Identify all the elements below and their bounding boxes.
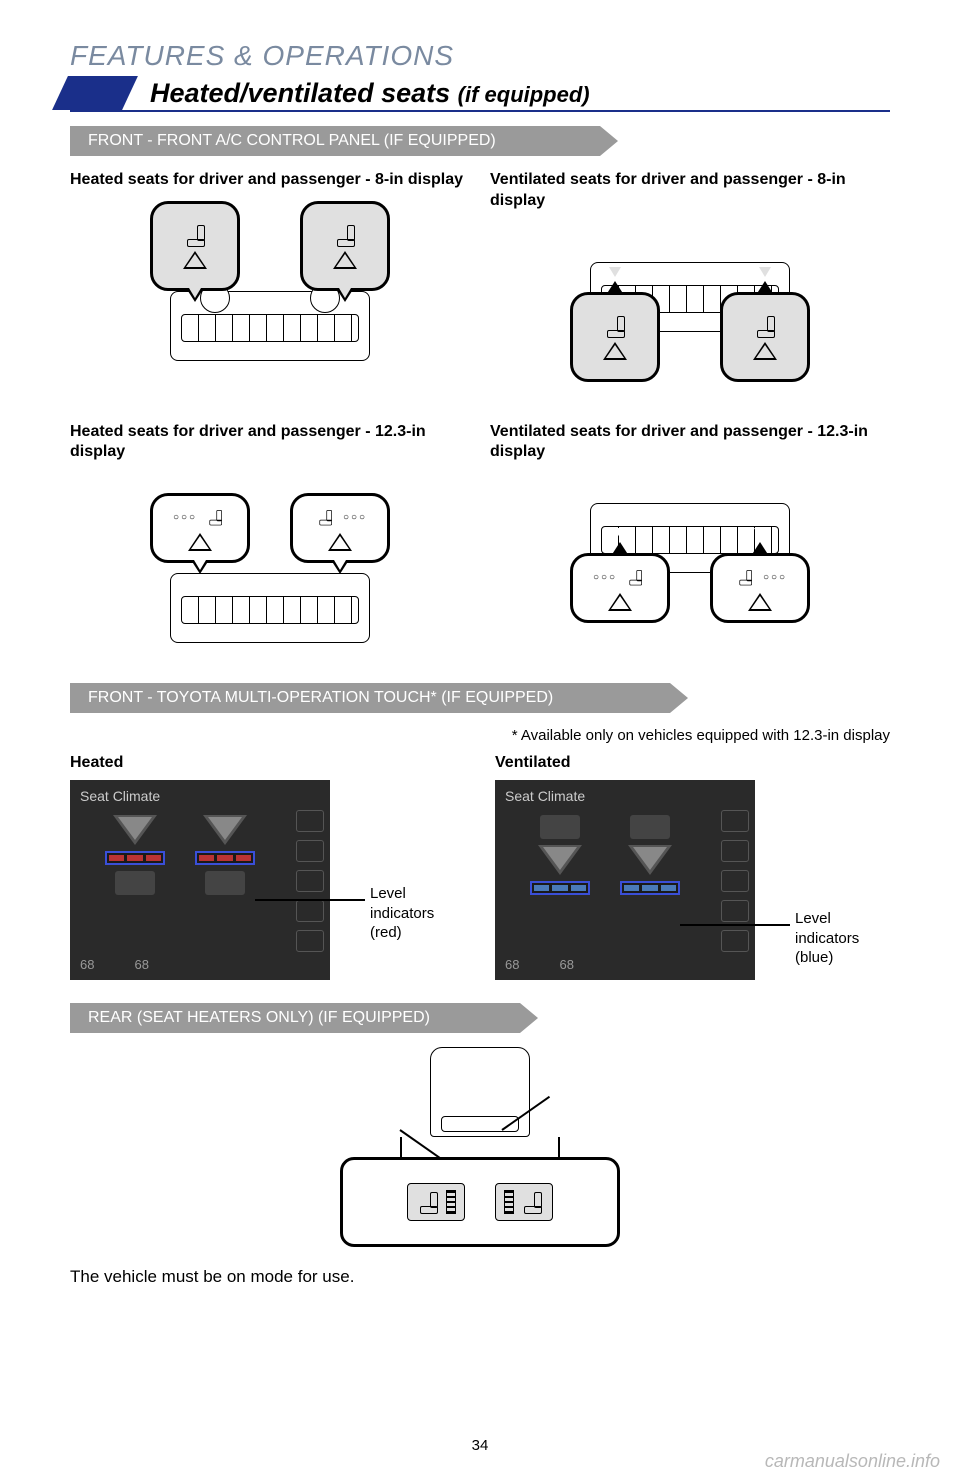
level-bars-icon (446, 1190, 456, 1214)
rear-callout (340, 1157, 620, 1247)
vent-seat-icon (737, 569, 754, 586)
ribbon-multi-touch: FRONT - TOYOTA MULTI-OPERATION TOUCH* (I… (70, 683, 890, 713)
label-level-red: Level indicators (red) (370, 884, 465, 943)
title-accent-shape (52, 76, 138, 110)
vent-seat-icon (753, 314, 777, 338)
chevron-down-icon (113, 815, 157, 845)
callout-vent-right (720, 292, 810, 382)
heated-seat-icon (317, 509, 334, 526)
rear-heater-left-button (407, 1183, 465, 1221)
caption-vent-8: Ventilated seats for driver and passenge… (490, 170, 890, 212)
rear-armrest-icon (430, 1047, 530, 1137)
callout-vent12-left: ○○○ (570, 553, 670, 623)
chevron-down-icon (538, 845, 582, 875)
temp-left: 68 (80, 957, 94, 972)
vent-seat-icon (627, 569, 644, 586)
footnote-12in: * Available only on vehicles equipped wi… (70, 727, 890, 744)
heated-seat-icon (520, 1190, 544, 1214)
up-arrow-icon (333, 251, 357, 269)
heated-seat-icon (207, 509, 224, 526)
temp-right: 68 (134, 957, 148, 972)
level-indicator-red (105, 851, 165, 865)
watermark: carmanualsonline.info (765, 1451, 940, 1472)
callout-heated12-right: ○○○ (290, 493, 390, 563)
seat-mini-icon (115, 871, 155, 895)
side-tabs (296, 810, 324, 960)
leader-line (400, 1137, 402, 1157)
up-arrow-icon (608, 593, 632, 611)
heated-seat-icon (416, 1190, 440, 1214)
caption-heated-12: Heated seats for driver and passenger - … (70, 422, 470, 464)
up-arrow-icon (748, 593, 772, 611)
ribbon-rear-label: REAR (SEAT HEATERS ONLY) (IF EQUIPPED) (70, 1003, 520, 1033)
level-dots: ○○○ (343, 512, 367, 523)
touch-heated-label: Heated (70, 754, 465, 772)
diagram-rear-heaters (330, 1047, 630, 1257)
temp-left: 68 (505, 957, 519, 972)
seat-mini-icon (540, 815, 580, 839)
seat-mini-icon (630, 815, 670, 839)
screen-footer: 68 68 (505, 957, 574, 972)
ribbon-front-ac: FRONT - FRONT A/C CONTROL PANEL (IF EQUI… (70, 126, 890, 156)
diagram-vent-12: ○○○ ○○○ (550, 473, 830, 653)
screen-title: Seat Climate (505, 788, 585, 804)
vent-seat-icon (603, 314, 627, 338)
level-dots: ○○○ (763, 572, 787, 583)
temp-right: 68 (559, 957, 573, 972)
callout-vent12-right: ○○○ (710, 553, 810, 623)
heated-seat-icon (183, 223, 207, 247)
page-title-row: Heated/ventilated seats (if equipped) (70, 76, 890, 112)
page-title: Heated/ventilated seats (if equipped) (150, 78, 590, 109)
callout-heated12-left: ○○○ (150, 493, 250, 563)
chevron-down-icon (203, 815, 247, 845)
touch-vent-label: Ventilated (495, 754, 890, 772)
level-bars-icon (504, 1190, 514, 1214)
up-arrow-icon (753, 342, 777, 360)
touchscreen-vent: Seat Climate 68 68 (495, 780, 755, 980)
touchscreen-heated: Seat Climate 68 68 (70, 780, 330, 980)
up-arrow-icon (328, 533, 352, 551)
level-indicator-red (195, 851, 255, 865)
level-indicator-blue (530, 881, 590, 895)
screen-title: Seat Climate (80, 788, 160, 804)
chevron-down-icon (628, 845, 672, 875)
section-header: FEATURES & OPERATIONS (70, 40, 890, 72)
side-tabs (721, 810, 749, 960)
level-dots: ○○○ (593, 572, 617, 583)
rear-heater-right-button (495, 1183, 553, 1221)
callout-heated-left (150, 201, 240, 291)
diagram-heated-12: ○○○ ○○○ (130, 473, 410, 653)
caption-heated-8: Heated seats for driver and passenger - … (70, 170, 470, 191)
seat-mini-icon (205, 871, 245, 895)
leader-line (558, 1137, 560, 1157)
ribbon-multi-touch-label: FRONT - TOYOTA MULTI-OPERATION TOUCH* (I… (70, 683, 670, 713)
up-arrow-icon (603, 342, 627, 360)
screen-footer: 68 68 (80, 957, 149, 972)
leader-line (255, 899, 365, 901)
page-title-main: Heated/ventilated seats (150, 78, 458, 108)
diagram-vent-8 (550, 222, 830, 402)
diagram-heated-8 (130, 201, 410, 381)
body-note: The vehicle must be on mode for use. (70, 1267, 890, 1287)
callout-vent-left (570, 292, 660, 382)
ribbon-front-ac-label: FRONT - FRONT A/C CONTROL PANEL (IF EQUI… (70, 126, 600, 156)
ribbon-rear: REAR (SEAT HEATERS ONLY) (IF EQUIPPED) (70, 1003, 890, 1033)
leader-line (680, 924, 790, 926)
caption-vent-12: Ventilated seats for driver and passenge… (490, 422, 890, 464)
page-title-sub: (if equipped) (458, 82, 590, 107)
level-dots: ○○○ (173, 512, 197, 523)
heated-seat-icon (333, 223, 357, 247)
label-level-blue: Level indicators (blue) (795, 909, 890, 968)
level-indicator-blue (620, 881, 680, 895)
callout-heated-right (300, 201, 390, 291)
up-arrow-icon (183, 251, 207, 269)
up-arrow-icon (188, 533, 212, 551)
